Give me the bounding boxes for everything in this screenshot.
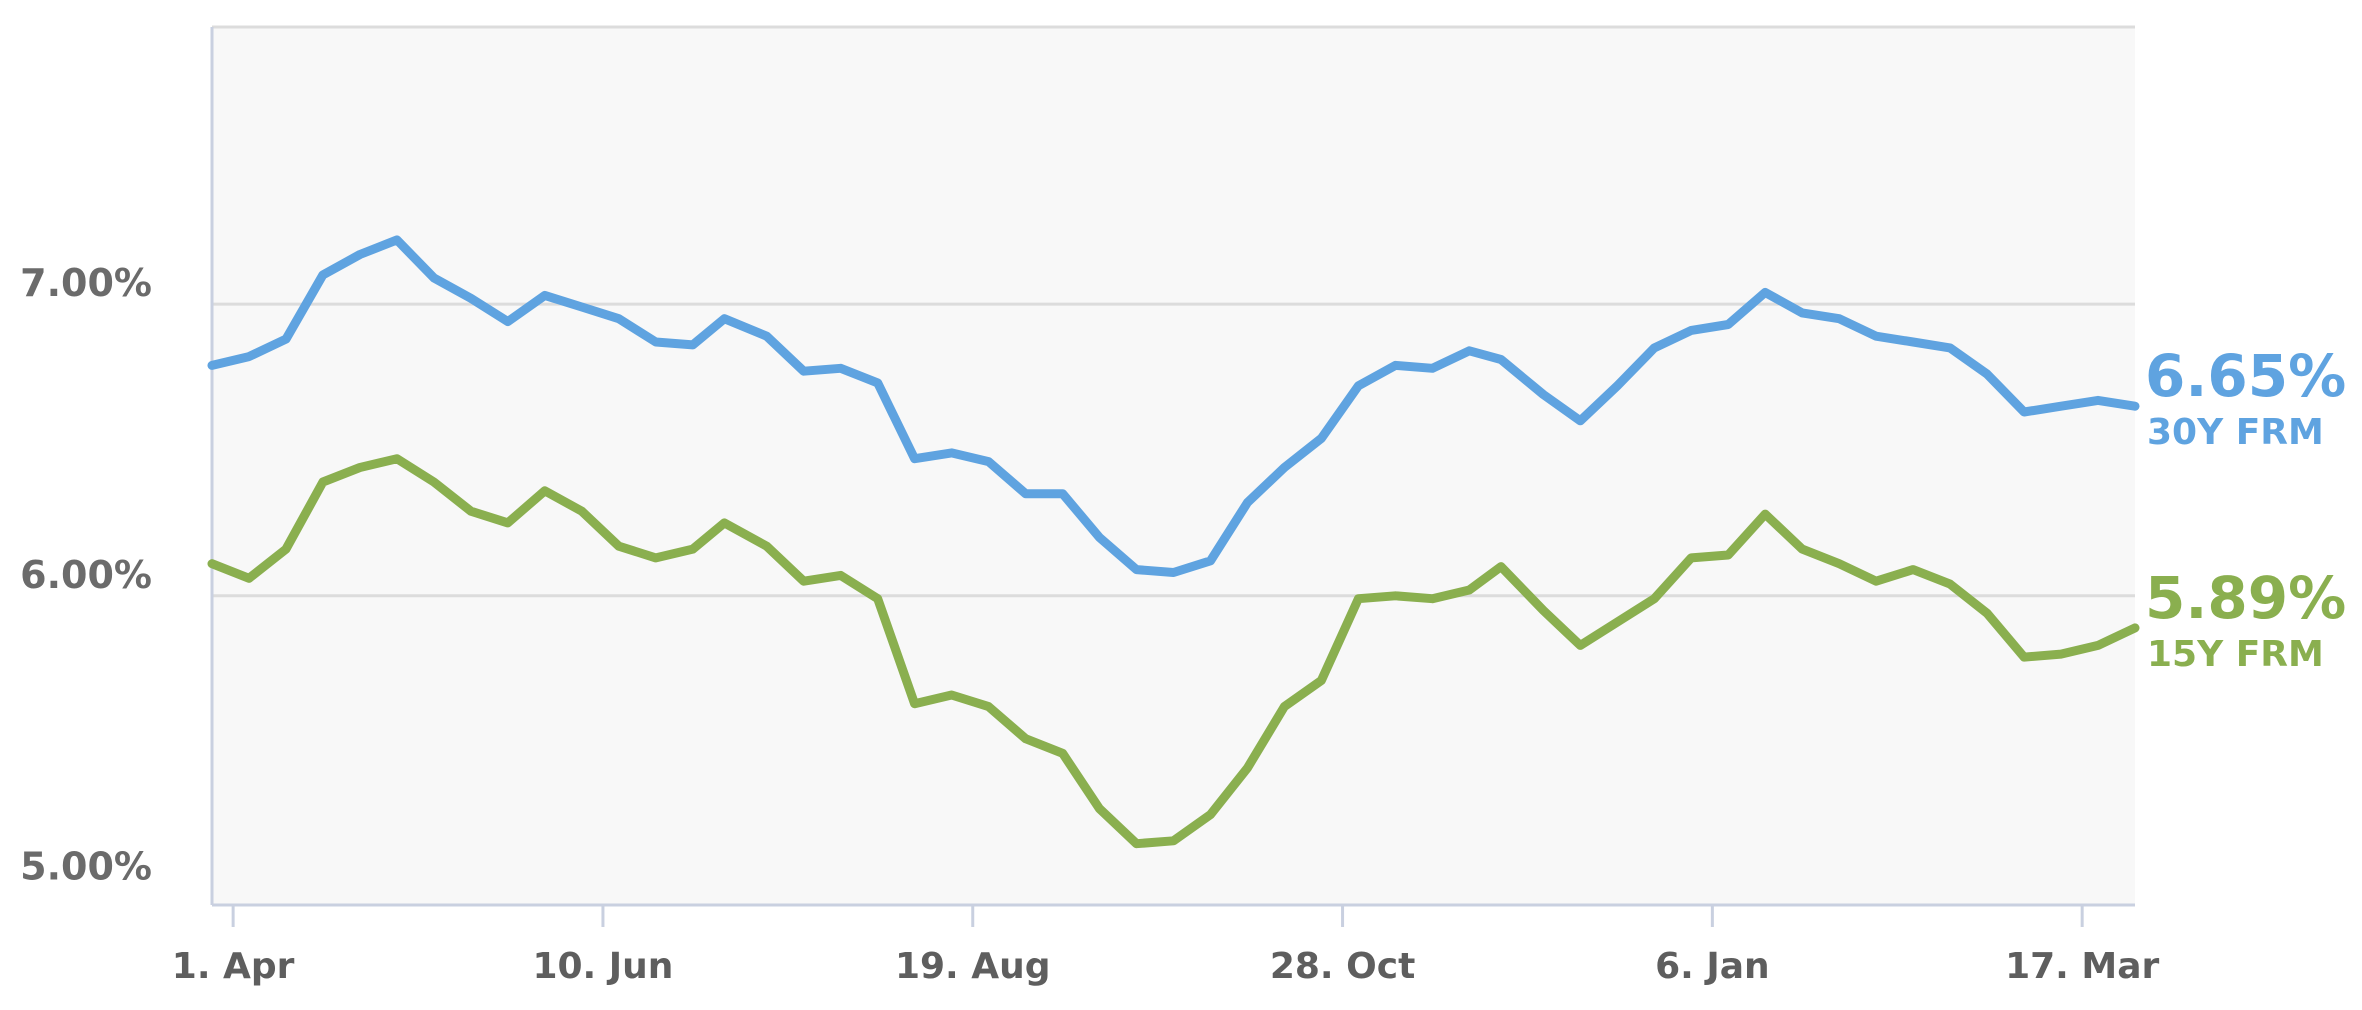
series-lines <box>207 235 2140 849</box>
y-tick-label: 6.00% <box>20 553 152 597</box>
series-name-label-30y-frm: 30Y FRM <box>2147 412 2324 453</box>
series-line-30y-frm <box>207 235 2140 577</box>
end-value-label-15y-frm: 5.89% <box>2145 564 2346 632</box>
end-value-label-30y-frm: 6.65% <box>2145 342 2346 410</box>
y-tick-label: 5.00% <box>20 844 152 888</box>
series-line-15y-frm <box>207 454 2140 849</box>
x-tick-label: 28. Oct <box>1270 946 1415 987</box>
plot-background <box>212 27 2135 905</box>
x-tick-label: 19. Aug <box>895 946 1051 987</box>
x-axis-ticks: 1. Apr 10. Jun 19. Aug 28. Oct 6. Jan 17. Mar <box>172 905 2160 987</box>
x-tick-label: 10. Jun <box>532 946 673 987</box>
x-tick-label: 6. Jan <box>1655 946 1770 987</box>
x-tick-label: 1. Apr <box>172 946 295 987</box>
y-tick-label: 7.00% <box>20 261 152 305</box>
x-tick-label: 17. Mar <box>2005 946 2159 987</box>
y-axis-ticks: 5.00% 6.00% 7.00% <box>20 261 152 888</box>
series-end-labels: 6.65%30Y FRM 5.89%15Y FRM <box>2145 342 2346 675</box>
series-name-label-15y-frm: 15Y FRM <box>2147 634 2324 675</box>
